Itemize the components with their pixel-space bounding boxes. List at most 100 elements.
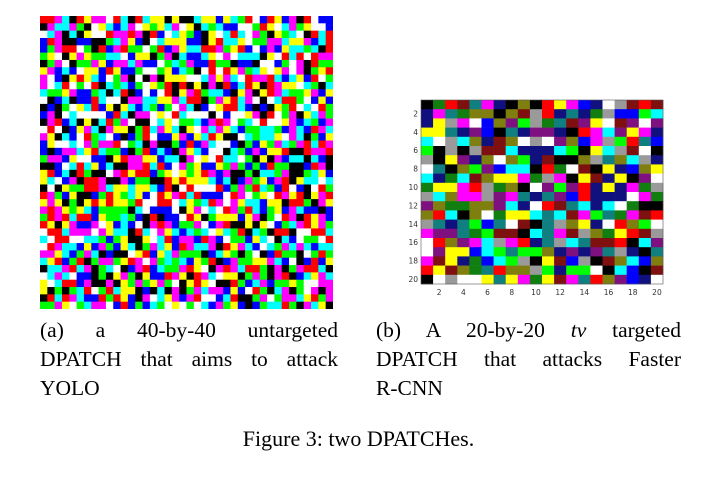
patch-cell xyxy=(171,155,180,163)
patch-cell xyxy=(157,213,165,222)
subcaption-a: (a) a 40-by-40 untargeted DPATCH that ai… xyxy=(40,316,338,403)
patch-cell xyxy=(303,272,312,280)
patch-cell xyxy=(54,265,63,273)
patch-cell xyxy=(614,127,627,138)
y-tick-label: 12 xyxy=(408,201,418,210)
patch-cell xyxy=(142,96,151,105)
patch-cell xyxy=(433,136,446,147)
patch-cell xyxy=(223,37,231,46)
patch-cell xyxy=(208,96,217,105)
patch-cell xyxy=(142,133,151,141)
patch-cell xyxy=(193,96,202,105)
patch-cell xyxy=(40,155,48,163)
patch-cell xyxy=(179,294,187,302)
patch-cell xyxy=(164,257,173,266)
patch-cell xyxy=(201,155,209,163)
patch-cell xyxy=(105,191,114,200)
patch-cell xyxy=(433,100,446,110)
patch-cell xyxy=(61,96,70,105)
patch-cell xyxy=(245,147,253,156)
y-tick-label: 4 xyxy=(413,128,418,137)
patch-cell xyxy=(529,127,543,138)
patch-cell xyxy=(208,140,217,149)
patch-cell xyxy=(578,201,591,211)
patch-cell xyxy=(105,23,114,31)
patch-cell xyxy=(578,136,591,147)
patch-cell xyxy=(554,182,567,193)
patch-cell xyxy=(83,37,92,46)
patch-cell xyxy=(614,109,627,119)
patch-cell xyxy=(318,250,326,259)
patch-cell xyxy=(469,219,482,230)
patch-cell xyxy=(142,81,151,90)
patch-cell xyxy=(142,147,151,156)
patch-cell xyxy=(186,52,195,61)
patch-cell xyxy=(259,103,268,112)
patch-cell xyxy=(83,169,92,178)
patch-cell xyxy=(142,23,151,31)
patch-cell xyxy=(105,111,114,119)
patch-cell xyxy=(311,30,319,39)
patch-cell xyxy=(230,301,239,309)
patch-cell xyxy=(433,228,446,239)
patch-cell xyxy=(120,37,129,46)
patch-cell xyxy=(208,118,217,127)
patch-cell xyxy=(318,140,326,149)
patch-cell xyxy=(83,147,92,156)
patch-cell xyxy=(40,118,48,127)
patch-cell xyxy=(149,294,158,302)
patch-cell xyxy=(457,228,470,239)
patch-cell xyxy=(171,89,180,97)
patch-cell xyxy=(113,45,121,53)
patch-cell xyxy=(223,155,231,163)
patch-cell xyxy=(164,67,173,75)
patch-cell xyxy=(164,147,173,156)
patch-cell xyxy=(127,155,136,163)
patch-cell xyxy=(259,191,268,200)
patch-cell xyxy=(493,238,506,248)
patch-cell xyxy=(54,140,63,149)
patch-cell xyxy=(517,118,531,128)
subcaption-b-line1-post: targeted xyxy=(586,318,681,342)
patch-cell xyxy=(61,243,70,251)
patch-cell xyxy=(40,272,48,280)
patch-cell xyxy=(590,136,603,147)
patch-cell xyxy=(171,250,180,259)
patch-cell xyxy=(149,184,158,193)
patch-cell xyxy=(318,177,326,185)
patch-cell xyxy=(76,206,85,215)
patch-cell xyxy=(142,184,151,193)
patch-cell xyxy=(91,96,99,105)
patch-cell xyxy=(69,59,77,68)
patch-cell xyxy=(267,206,275,215)
patch-cell xyxy=(230,169,239,178)
patch-cell xyxy=(135,213,143,222)
patch-cell xyxy=(529,192,543,202)
patch-cell xyxy=(120,81,129,90)
patch-cell xyxy=(481,155,494,165)
patch-cell xyxy=(113,125,121,134)
patch-cell xyxy=(142,221,151,229)
patch-cell xyxy=(208,37,217,46)
patch-cell xyxy=(201,228,209,237)
patch-cell xyxy=(614,118,627,128)
patch-cell xyxy=(590,109,603,119)
patch-cell xyxy=(281,74,290,83)
patch-cell xyxy=(638,173,652,184)
patch-cell xyxy=(259,228,268,237)
patch-cell xyxy=(193,221,202,229)
patch-cell xyxy=(215,177,224,185)
patch-cell xyxy=(311,118,319,127)
patch-cell xyxy=(578,228,591,239)
patch-cell xyxy=(186,89,195,97)
patch-cell xyxy=(614,201,627,211)
patch-cell xyxy=(296,52,304,61)
patch-cell xyxy=(149,111,158,119)
patch-cell xyxy=(259,37,268,46)
patch-cell xyxy=(208,52,217,61)
patch-cell xyxy=(186,162,195,171)
patch-cell xyxy=(505,109,519,119)
patch-cell xyxy=(179,287,187,295)
y-tick-label: 14 xyxy=(408,220,418,229)
patch-cell xyxy=(274,206,283,215)
